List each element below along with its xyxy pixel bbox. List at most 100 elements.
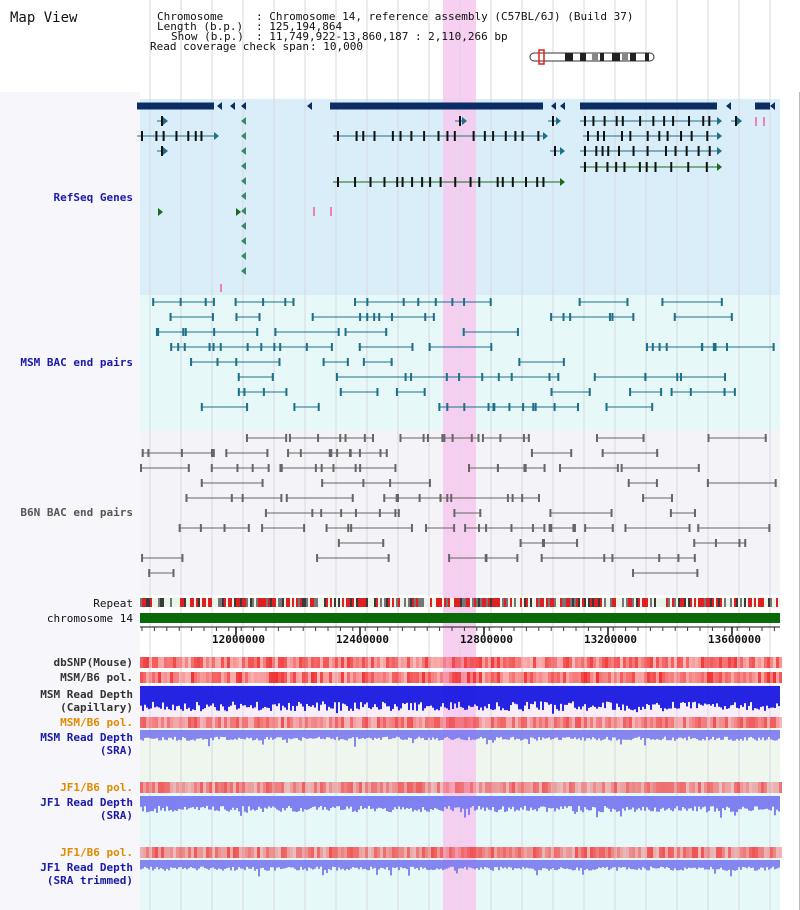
depth-bar xyxy=(500,796,502,810)
depth-bar xyxy=(604,860,606,869)
heat-cell xyxy=(461,782,464,793)
track-label-b6n-bac[interactable]: B6N BAC end pairs xyxy=(20,506,133,519)
depth-bar xyxy=(774,860,776,870)
repeat-bar xyxy=(536,598,538,607)
heat-cell xyxy=(209,657,212,668)
heat-cell xyxy=(638,672,641,683)
depth-bar xyxy=(358,686,360,710)
heat-cell xyxy=(308,717,311,728)
heat-cell xyxy=(251,847,254,858)
heat-cell xyxy=(236,717,239,728)
heat-cell xyxy=(251,657,254,668)
depth-bar xyxy=(412,730,414,744)
heat-cell xyxy=(758,672,761,683)
depth-bar xyxy=(294,860,296,869)
depth-bar xyxy=(486,860,488,868)
depth-bar xyxy=(224,686,226,711)
depth-bar xyxy=(730,730,732,740)
heat-cell xyxy=(611,672,614,683)
repeat-bar xyxy=(762,598,764,607)
repeat-bar xyxy=(450,598,452,607)
repeat-bar xyxy=(596,598,598,607)
exon xyxy=(399,131,402,141)
exon xyxy=(596,131,599,141)
heat-cell xyxy=(314,657,317,668)
heat-cell xyxy=(557,782,560,793)
depth-bar xyxy=(752,730,754,739)
depth-bar xyxy=(376,860,378,875)
heat-cell xyxy=(170,717,173,728)
repeat-bar xyxy=(452,598,454,607)
depth-bar xyxy=(190,730,192,741)
depth-bar xyxy=(160,686,162,709)
bac-end xyxy=(764,434,767,442)
bac-end xyxy=(445,373,448,381)
depth-bar xyxy=(700,686,702,705)
heat-cell xyxy=(173,847,176,858)
depth-bar xyxy=(470,686,472,707)
depth-bar xyxy=(144,796,146,807)
heat-cell xyxy=(629,847,632,858)
heat-cell xyxy=(590,782,593,793)
depth-bar xyxy=(146,860,148,869)
track-label-msm-bac[interactable]: MSM BAC end pairs xyxy=(20,356,133,369)
heat-cell xyxy=(158,657,161,668)
heat-cell xyxy=(461,717,464,728)
track-label-refseq[interactable]: RefSeq Genes xyxy=(53,191,133,204)
heat-cell xyxy=(725,672,728,683)
depth-bar xyxy=(406,860,408,870)
heat-cell xyxy=(506,717,509,728)
heat-cell xyxy=(776,717,779,728)
exon xyxy=(595,162,598,172)
heat-cell xyxy=(686,672,689,683)
heat-cell xyxy=(497,782,500,793)
depth-bar xyxy=(552,686,554,714)
heat-cell xyxy=(479,847,482,858)
repeat-bar xyxy=(676,598,678,607)
heat-cell xyxy=(578,657,581,668)
depth-bar xyxy=(572,686,574,702)
bac-end xyxy=(316,554,319,562)
heat-cell xyxy=(347,782,350,793)
depth-bar xyxy=(510,686,512,706)
heat-cell xyxy=(323,717,326,728)
heat-cell xyxy=(488,847,491,858)
heat-cell xyxy=(512,657,515,668)
depth-bar xyxy=(672,686,674,702)
repeat-bar xyxy=(614,598,616,607)
heat-cell xyxy=(527,672,530,683)
heat-cell xyxy=(392,672,395,683)
heat-cell xyxy=(287,782,290,793)
heat-cell xyxy=(632,847,635,858)
exon xyxy=(666,131,669,141)
exon xyxy=(161,116,163,126)
heat-cell xyxy=(452,672,455,683)
heat-cell xyxy=(188,672,191,683)
depth-bar xyxy=(546,730,548,739)
heat-cell xyxy=(239,717,242,728)
exon xyxy=(194,131,197,141)
repeat-bar xyxy=(620,598,622,607)
repeat-bar xyxy=(400,598,402,607)
repeat-bar xyxy=(198,598,200,607)
repeat-bar xyxy=(454,598,456,607)
bac-end xyxy=(516,328,519,336)
depth-bar xyxy=(266,730,268,738)
depth-bar xyxy=(770,796,772,811)
depth-bar xyxy=(292,860,294,868)
heat-cell xyxy=(440,672,443,683)
exon xyxy=(595,146,598,156)
depth-bar xyxy=(394,730,396,739)
depth-bar xyxy=(714,686,716,707)
depth-bar xyxy=(454,730,456,739)
depth-bar xyxy=(296,796,298,812)
heat-cell xyxy=(332,847,335,858)
depth-bar xyxy=(342,796,344,810)
depth-bar xyxy=(574,860,576,871)
depth-bar xyxy=(152,686,154,702)
depth-bar xyxy=(724,686,726,707)
heat-cell xyxy=(581,672,584,683)
depth-bar xyxy=(354,860,356,868)
depth-bar xyxy=(158,796,160,806)
